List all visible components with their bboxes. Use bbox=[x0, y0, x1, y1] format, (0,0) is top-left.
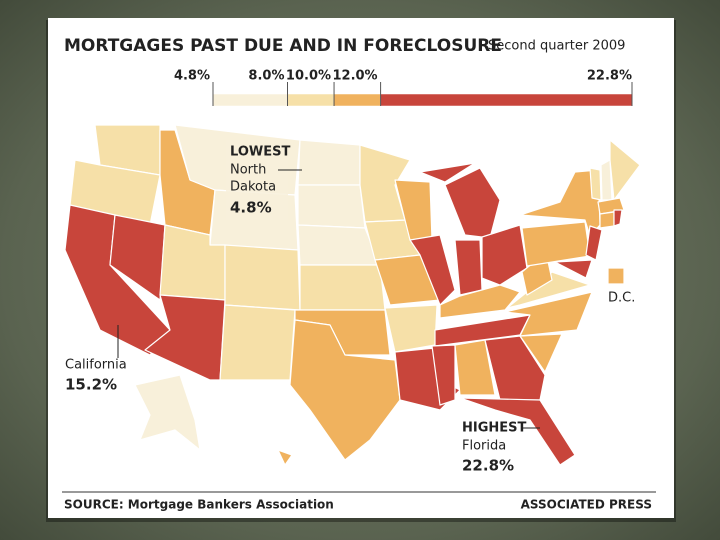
callout-heading: HIGHEST bbox=[462, 421, 527, 436]
state bbox=[444, 167, 501, 239]
state bbox=[419, 162, 476, 183]
state bbox=[409, 234, 456, 306]
callout-value: 15.2% bbox=[65, 376, 117, 394]
state bbox=[224, 244, 301, 311]
state bbox=[504, 291, 593, 337]
dc-label: D.C. bbox=[608, 291, 635, 306]
dc-swatch bbox=[607, 267, 625, 285]
source: SOURCE: Mortgage Bankers Association bbox=[64, 498, 334, 512]
callout-heading: LOWEST bbox=[230, 145, 290, 160]
callout-bg bbox=[226, 140, 288, 220]
state bbox=[554, 259, 593, 279]
state bbox=[289, 319, 401, 461]
callout-state: California bbox=[65, 358, 127, 373]
state bbox=[297, 139, 361, 186]
california-callout: California 15.2% bbox=[65, 325, 127, 394]
legend-label: 8.0% bbox=[248, 69, 284, 84]
state bbox=[277, 449, 293, 466]
legend-swatch bbox=[287, 93, 335, 107]
callout-state: Florida bbox=[462, 439, 506, 454]
state bbox=[484, 335, 546, 401]
legend-swatch bbox=[333, 93, 381, 107]
legend-label: 10.0% bbox=[286, 69, 331, 84]
state bbox=[589, 167, 602, 201]
state bbox=[585, 225, 603, 261]
state bbox=[299, 264, 386, 311]
highest-callout: HIGHEST Florida 22.8% bbox=[462, 421, 540, 475]
state bbox=[431, 344, 456, 406]
credit: ASSOCIATED PRESS bbox=[521, 498, 652, 512]
title: MORTGAGES PAST DUE AND IN FORECLOSURE bbox=[64, 36, 502, 56]
legend-label: 4.8% bbox=[174, 69, 210, 84]
legend-label: 12.0% bbox=[332, 69, 377, 84]
state bbox=[69, 159, 161, 226]
state bbox=[459, 397, 576, 466]
map bbox=[64, 124, 641, 466]
state bbox=[219, 304, 296, 381]
state bbox=[134, 374, 201, 451]
callout-value: 22.8% bbox=[462, 457, 514, 475]
state bbox=[613, 209, 623, 227]
state bbox=[439, 284, 521, 319]
state bbox=[109, 214, 166, 301]
callout-state: Dakota bbox=[230, 180, 276, 195]
legend-swatch bbox=[380, 93, 633, 107]
state bbox=[519, 333, 563, 373]
state bbox=[454, 339, 496, 396]
legend-label: 22.8% bbox=[587, 69, 632, 84]
state bbox=[454, 239, 483, 296]
lowest-callout: LOWEST North Dakota 4.8% bbox=[226, 140, 302, 220]
state bbox=[384, 304, 438, 353]
state bbox=[599, 211, 615, 229]
state bbox=[481, 224, 528, 286]
callout-value: 4.8% bbox=[230, 199, 272, 217]
state bbox=[297, 184, 366, 229]
callout-state: North bbox=[230, 163, 266, 178]
subtitle: Second quarter 2009 bbox=[488, 39, 625, 54]
legend-swatch bbox=[212, 93, 288, 107]
